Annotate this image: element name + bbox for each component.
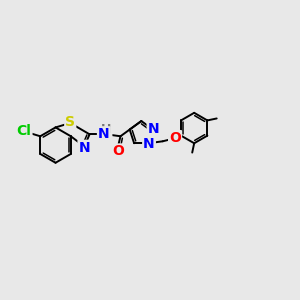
Text: N: N: [79, 141, 90, 155]
Text: N: N: [148, 122, 159, 136]
Text: N: N: [143, 137, 155, 151]
Text: Cl: Cl: [16, 124, 32, 138]
Text: S: S: [65, 115, 75, 129]
Text: H: H: [101, 123, 111, 136]
Text: N: N: [98, 127, 110, 141]
Text: O: O: [169, 131, 181, 145]
Text: O: O: [112, 145, 124, 158]
